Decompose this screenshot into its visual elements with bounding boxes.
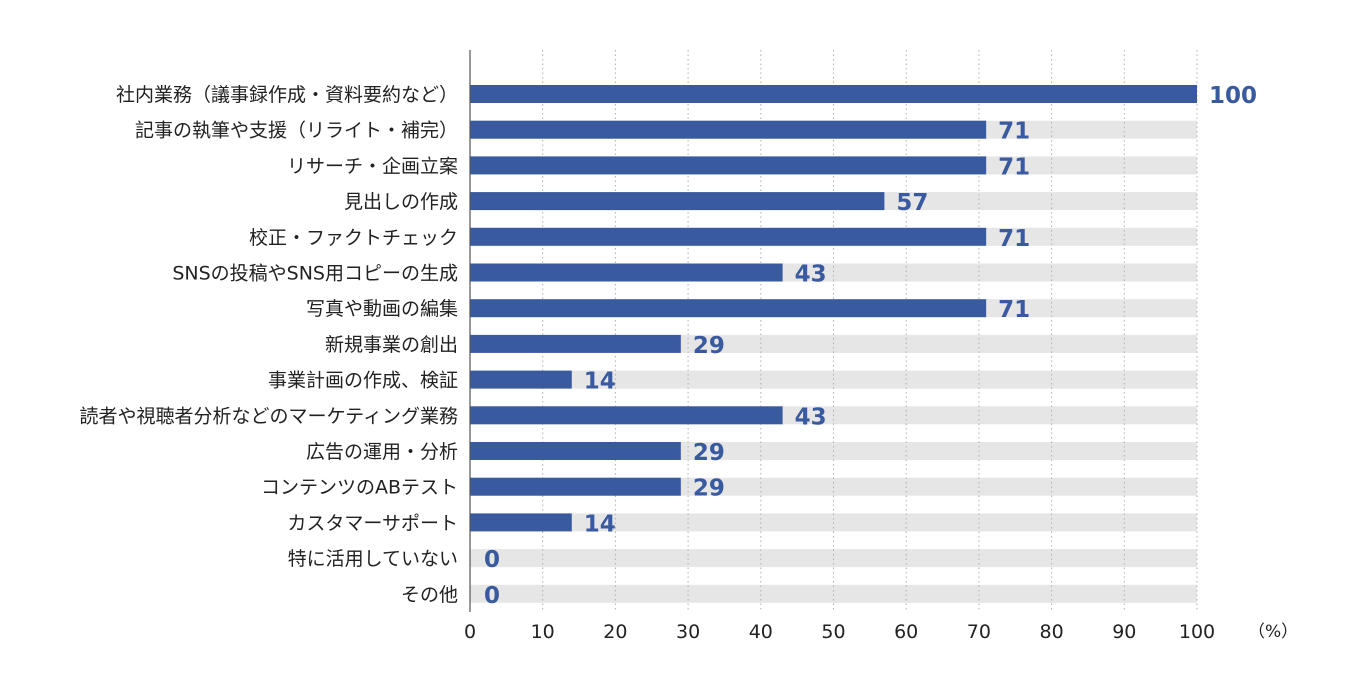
category-label: その他: [401, 584, 458, 606]
unit-label: （%）: [1248, 622, 1298, 642]
category-label: SNSの投稿やSNS用コピーの生成: [172, 263, 458, 285]
value-label: 43: [795, 262, 827, 288]
value-label: 71: [998, 297, 1030, 323]
category-label: 写真や動画の編集: [306, 298, 458, 320]
bar: [470, 477, 681, 496]
value-label: 14: [584, 511, 616, 537]
bar: [470, 263, 783, 282]
x-tick-label: 20: [603, 621, 627, 643]
value-label: 0: [484, 583, 500, 609]
category-label: 事業計画の作成、検証: [268, 370, 458, 392]
bar: [470, 334, 681, 353]
value-label: 71: [998, 226, 1030, 252]
value-labels: 100 71 71 57 71 43 71 29 14 43 29 29 14 0 0: [484, 83, 1257, 609]
category-label: 校正・ファクトチェック: [249, 227, 458, 249]
bar-track: [470, 513, 1197, 532]
bar: [470, 406, 783, 425]
category-label: 社内業務（議事録作成・資料要約など）: [116, 84, 458, 106]
bar: [470, 370, 572, 389]
bar: [470, 227, 987, 246]
x-tick-label: 40: [749, 621, 773, 643]
x-tick-label: 90: [1112, 621, 1136, 643]
x-tick-label: 50: [821, 621, 845, 643]
category-labels: 社内業務（議事録作成・資料要約など） 記事の執筆や支援（リライト・補完） リサーチ・…: [80, 84, 458, 606]
bar: [470, 513, 572, 532]
value-label: 29: [693, 440, 725, 466]
value-label: 43: [795, 404, 827, 430]
value-label: 29: [693, 333, 725, 359]
x-tick-label: 30: [676, 621, 700, 643]
bar: [470, 299, 987, 318]
bar: [470, 85, 1197, 103]
value-label: 100: [1209, 83, 1257, 109]
value-label: 71: [998, 119, 1030, 145]
x-tick-label: 60: [894, 621, 918, 643]
category-label: 記事の執筆や支援（リライト・補完）: [135, 120, 458, 142]
bars: [470, 85, 1197, 532]
bar: [470, 192, 885, 211]
value-label: 14: [584, 369, 616, 395]
category-label: 見出しの作成: [344, 191, 458, 213]
value-label: 71: [998, 154, 1030, 180]
category-label: 読者や視聴者分析などのマーケティング業務: [80, 405, 458, 427]
x-tick-labels: 0 10 20 30 40 50 60 70 80 90 100: [464, 621, 1215, 643]
value-label: 29: [693, 476, 725, 502]
category-label: 特に活用していない: [288, 548, 458, 570]
bar-track: [470, 584, 1197, 603]
bar: [470, 442, 681, 460]
bar: [470, 120, 987, 139]
category-label: 新規事業の創出: [325, 334, 458, 356]
value-label: 0: [484, 547, 500, 573]
bar: [470, 156, 987, 175]
category-label: コンテンツのABテスト: [261, 477, 458, 499]
x-tick-label: 100: [1179, 621, 1215, 643]
category-label: 広告の運用・分析: [306, 441, 458, 463]
category-label: リサーチ・企画立案: [287, 155, 458, 177]
category-label: カスタマーサポート: [287, 512, 458, 534]
x-tick-label: 80: [1040, 621, 1064, 643]
x-tick-label: 0: [464, 621, 476, 643]
bar-track: [470, 549, 1197, 568]
x-tick-label: 10: [531, 621, 555, 643]
value-label: 57: [896, 190, 928, 216]
x-tick-label: 70: [967, 621, 991, 643]
